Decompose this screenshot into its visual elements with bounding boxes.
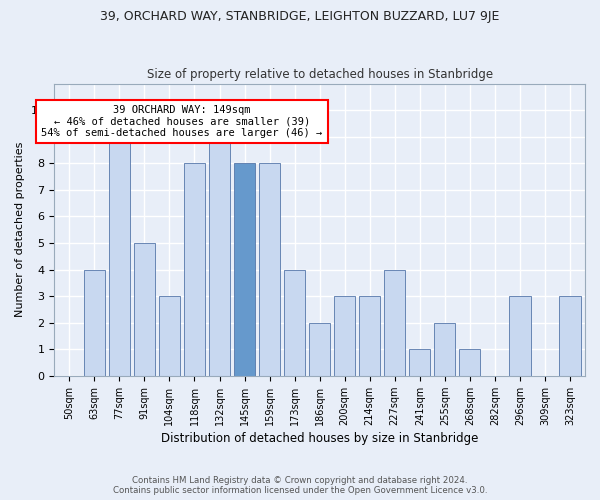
X-axis label: Distribution of detached houses by size in Stanbridge: Distribution of detached houses by size … — [161, 432, 478, 445]
Bar — [509, 296, 530, 376]
Text: 39, ORCHARD WAY, STANBRIDGE, LEIGHTON BUZZARD, LU7 9JE: 39, ORCHARD WAY, STANBRIDGE, LEIGHTON BU… — [100, 10, 500, 23]
Bar — [459, 350, 481, 376]
Bar — [134, 243, 155, 376]
Bar — [109, 136, 130, 376]
Title: Size of property relative to detached houses in Stanbridge: Size of property relative to detached ho… — [146, 68, 493, 81]
Bar — [384, 270, 406, 376]
Bar — [359, 296, 380, 376]
Bar — [184, 164, 205, 376]
Bar — [434, 322, 455, 376]
Text: 39 ORCHARD WAY: 149sqm
← 46% of detached houses are smaller (39)
54% of semi-det: 39 ORCHARD WAY: 149sqm ← 46% of detached… — [41, 105, 323, 138]
Y-axis label: Number of detached properties: Number of detached properties — [15, 142, 25, 318]
Bar — [83, 270, 105, 376]
Bar — [309, 322, 330, 376]
Bar — [234, 164, 255, 376]
Bar — [409, 350, 430, 376]
Bar — [159, 296, 180, 376]
Bar — [259, 164, 280, 376]
Bar — [559, 296, 581, 376]
Bar — [209, 136, 230, 376]
Bar — [284, 270, 305, 376]
Bar — [334, 296, 355, 376]
Text: Contains HM Land Registry data © Crown copyright and database right 2024.
Contai: Contains HM Land Registry data © Crown c… — [113, 476, 487, 495]
